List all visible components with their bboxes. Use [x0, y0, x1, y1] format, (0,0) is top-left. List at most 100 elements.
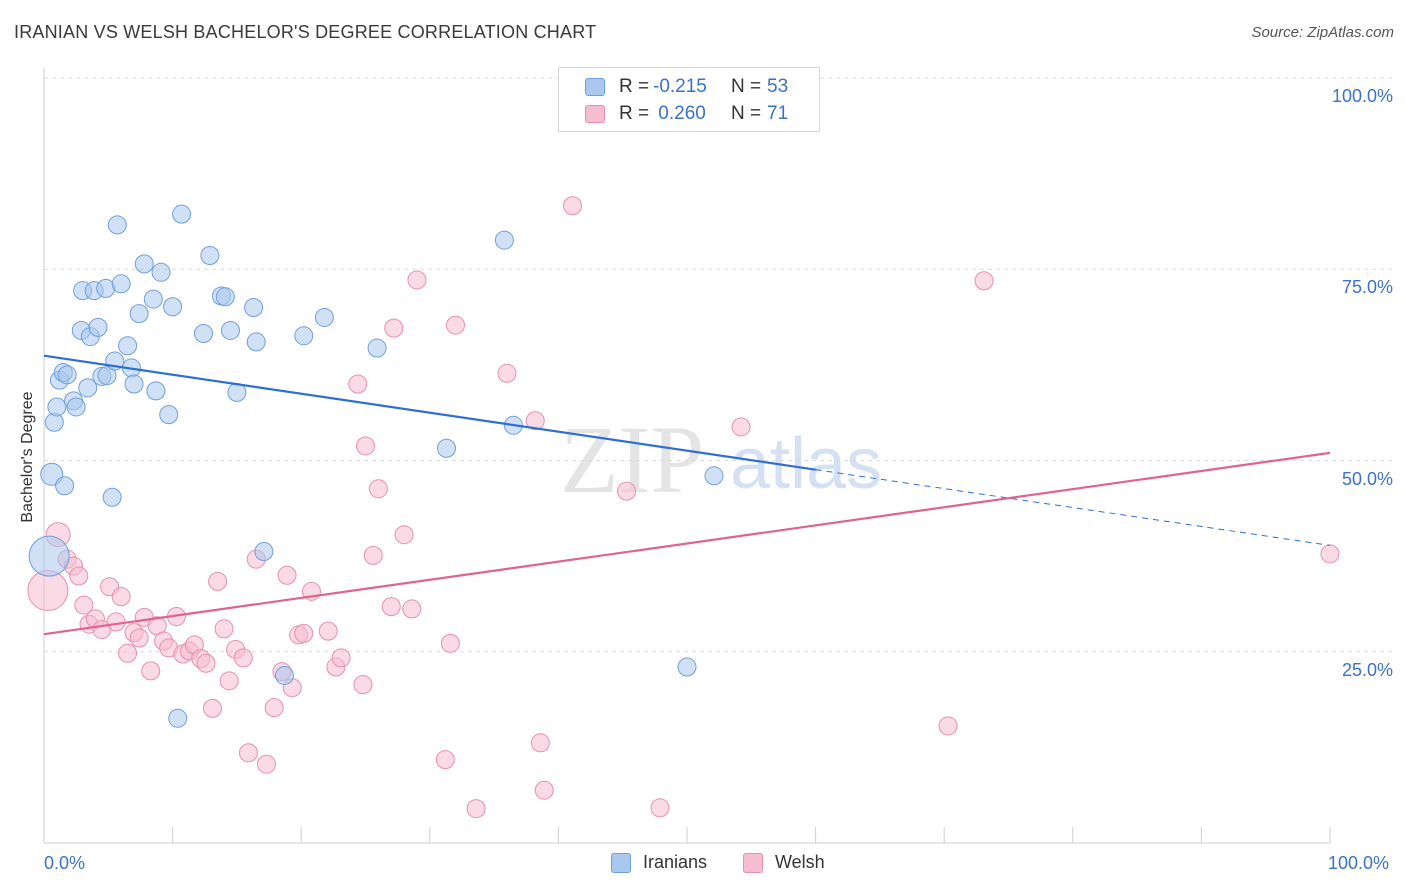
y-axis-label: Bachelor's Degree — [19, 391, 36, 523]
stats-legend: R = -0.215 N = 53 R = 0.260 N = 71 — [558, 67, 820, 132]
x-tick-label-right: 100.0% — [1328, 853, 1390, 873]
welsh-point — [256, 754, 276, 774]
iranian-point — [215, 287, 235, 307]
welsh-trend-line — [43, 451, 1331, 636]
welsh-point — [208, 571, 228, 591]
legend-label-iranians: Iranians — [643, 852, 708, 872]
axes — [43, 68, 1331, 844]
iranian-point — [200, 245, 220, 265]
trend-lines — [43, 354, 1331, 636]
welsh-point — [118, 643, 138, 663]
legend-row-welsh: R = 0.260 N = 71 — [585, 103, 788, 125]
welsh-point — [264, 698, 284, 718]
legend-n-value: 53 — [767, 76, 789, 97]
chart-title: IRANIAN VS WELSH BACHELOR'S DEGREE CORRE… — [14, 22, 597, 42]
iranian-point — [88, 317, 108, 337]
welsh-point — [356, 436, 375, 456]
legend-item-welsh[interactable]: Welsh — [743, 852, 825, 873]
iranian-point — [143, 289, 163, 309]
welsh-point — [69, 566, 89, 586]
welsh-point — [233, 648, 253, 668]
iranian-point — [246, 332, 266, 352]
y-tick-label: 25.0% — [1341, 659, 1393, 680]
welsh-point — [348, 374, 368, 394]
welsh-point — [563, 196, 583, 216]
welsh-point — [196, 653, 216, 673]
legend-r-label: R = — [619, 76, 650, 97]
legend-label-welsh: Welsh — [775, 852, 825, 872]
welsh-point — [141, 661, 161, 681]
legend-n-label: N = — [731, 103, 762, 124]
welsh-point — [497, 363, 517, 383]
welsh-point — [74, 595, 94, 615]
welsh-point — [384, 318, 404, 338]
iranian-point — [314, 307, 334, 327]
iranian-point — [244, 298, 264, 317]
welsh-point — [277, 565, 297, 585]
iranian-point — [57, 365, 77, 385]
welsh-point — [530, 733, 550, 753]
welsh-point — [440, 633, 460, 653]
welsh-points — [27, 196, 1340, 819]
legend-item-iranians[interactable]: Iranians — [611, 852, 707, 873]
welsh-point — [111, 587, 131, 607]
iranian-point — [220, 320, 240, 340]
iranian-point — [168, 708, 188, 728]
iranian-point — [437, 438, 457, 458]
welsh-point — [353, 675, 373, 695]
welsh-point — [129, 628, 149, 648]
welsh-point — [214, 619, 234, 639]
welsh-point — [534, 780, 554, 800]
welsh-point — [402, 599, 422, 619]
iranian-point — [66, 397, 86, 417]
welsh-point — [938, 716, 958, 736]
welsh-point — [466, 799, 486, 819]
iranian-point — [102, 487, 122, 507]
iranian-point — [193, 324, 213, 344]
iranian-point — [677, 657, 697, 677]
iranian-point — [704, 466, 724, 486]
y-tick-label: 50.0% — [1341, 468, 1393, 489]
welsh-point — [394, 525, 414, 545]
iranian-point — [47, 397, 67, 417]
welsh-point — [381, 597, 401, 617]
welsh-point — [294, 623, 314, 643]
iranian-point — [107, 215, 127, 235]
welsh-point — [617, 481, 637, 501]
welsh-point — [106, 612, 126, 632]
iranian-point — [118, 336, 138, 356]
iranian-point — [172, 204, 192, 224]
welsh-point — [368, 479, 388, 499]
y-tick-label: 75.0% — [1341, 277, 1393, 298]
welsh-point — [525, 411, 545, 431]
legend-swatch-welsh — [743, 852, 763, 873]
iranian-trend-line-extension — [815, 469, 1331, 546]
welsh-point — [219, 671, 239, 691]
iranian-point — [494, 230, 514, 250]
welsh-point — [331, 648, 351, 668]
welsh-point — [650, 798, 670, 818]
welsh-point — [238, 743, 258, 763]
welsh-point — [446, 315, 466, 335]
source-label: Source: ZipAtlas.com — [1251, 24, 1394, 41]
legend-r-label: R = — [619, 103, 650, 124]
iranian-point — [367, 338, 387, 358]
legend-n-value: 71 — [767, 103, 789, 124]
gridlines — [44, 77, 1392, 653]
welsh-point — [974, 271, 994, 291]
welsh-point — [731, 417, 751, 437]
welsh-point — [202, 698, 222, 718]
watermark-atlas: atlas — [730, 424, 882, 504]
iranian-point — [146, 381, 166, 401]
iranian-point — [111, 274, 131, 294]
welsh-point — [407, 270, 427, 290]
iranian-point — [163, 297, 183, 317]
legend-n-label: N = — [731, 76, 762, 97]
x-tick-label-left: 0.0% — [44, 853, 86, 873]
iranian-point — [254, 542, 274, 562]
iranian-trend-line — [43, 354, 816, 471]
legend-r-value: 0.260 — [653, 103, 706, 124]
iranian-point — [124, 374, 144, 394]
iranian-point — [129, 304, 149, 324]
